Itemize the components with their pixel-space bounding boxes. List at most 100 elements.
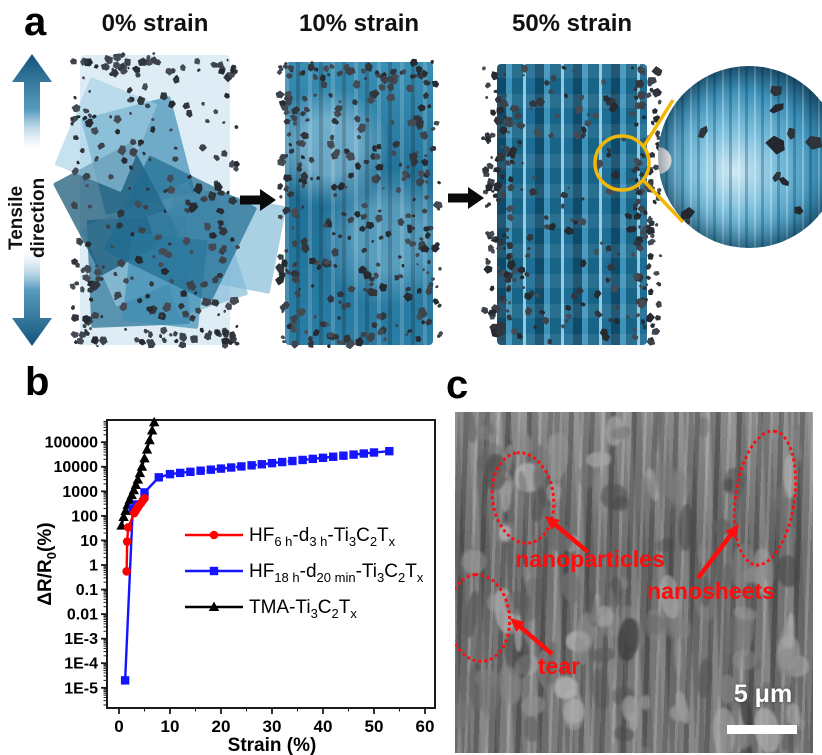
nanoparticle-texture [405, 286, 413, 293]
nanoparticle-texture [564, 304, 572, 311]
nanoparticle-texture [580, 259, 587, 268]
nanoparticle-texture [169, 333, 173, 337]
nanoparticle-texture [346, 285, 355, 293]
nanoparticle-texture [405, 83, 416, 94]
nanoparticle-texture [278, 194, 283, 199]
nanoparticle-texture [371, 240, 375, 244]
nanoparticle-texture [225, 58, 229, 62]
nanoparticle-texture [282, 340, 286, 344]
nanoparticle-texture [432, 199, 445, 210]
nanoparticle-texture [422, 225, 431, 232]
nanoparticle-texture [532, 324, 538, 330]
nanoparticle-texture [146, 54, 151, 59]
nanoparticle-texture [124, 327, 128, 331]
nanoparticle-texture [561, 203, 566, 209]
nanoparticle-texture [481, 65, 487, 71]
nanoparticle-texture [395, 186, 402, 194]
nanoparticle-texture [353, 335, 366, 348]
nanoparticle-texture [526, 233, 535, 243]
nanoparticle-texture [198, 326, 205, 333]
nanoparticle-texture [283, 174, 293, 183]
nanoparticle-texture [332, 232, 336, 236]
nanoparticle-texture [578, 93, 586, 102]
nanoparticle-texture [423, 195, 430, 201]
nanoparticle-texture [355, 161, 362, 170]
nanoparticle-texture [160, 326, 168, 335]
svg-text:TMA-Ti3C2Tx: TMA-Ti3C2Tx [249, 597, 357, 621]
nanoparticle-texture [655, 223, 660, 228]
nanoparticle-texture [180, 64, 186, 71]
svg-text:0.01: 0.01 [67, 607, 98, 624]
nanoparticle-texture [489, 285, 495, 292]
nanoparticle-texture [640, 153, 644, 156]
svg-text:HF18 h-d20 min-Ti3C2Tx: HF18 h-d20 min-Ti3C2Tx [249, 561, 424, 585]
nanoparticle-texture [624, 211, 634, 220]
nanoparticle-texture [572, 70, 576, 74]
nanoparticle-texture [527, 247, 531, 251]
nanoparticle-texture [543, 78, 551, 86]
nanoparticle-texture [325, 139, 336, 150]
nanoparticle-texture [365, 221, 374, 229]
nanoparticle-texture [404, 213, 411, 219]
nanoparticle-texture [287, 147, 295, 154]
nanoparticle-texture [356, 121, 369, 134]
nanoparticle-texture [573, 104, 585, 116]
nanoparticle-texture [416, 263, 420, 267]
nanoparticle-texture [534, 292, 540, 298]
nanoparticle-texture [385, 92, 397, 103]
nanoparticle-texture [378, 209, 382, 213]
nanoparticle-texture [560, 324, 566, 330]
nanoparticle-texture [360, 246, 368, 254]
nanoparticle-texture [593, 309, 604, 319]
nanoparticle-texture [347, 235, 351, 240]
nanoparticle-texture [584, 119, 592, 127]
nanoparticle-texture [431, 277, 435, 281]
nanoparticle-texture [621, 137, 626, 142]
nanosheet-shard [697, 124, 710, 140]
svg-text:ΔR/R0(%): ΔR/R0(%) [35, 522, 59, 605]
nanoparticle-texture [503, 190, 506, 193]
nanoparticle-texture [80, 286, 87, 294]
nanoparticle-texture [291, 240, 298, 248]
panel-b-label: b [25, 362, 49, 402]
nanoparticle-texture [94, 64, 99, 69]
nanoparticle-texture [329, 134, 334, 140]
nanoparticle-texture [653, 271, 660, 277]
nanoparticle-texture [311, 328, 320, 338]
nanoparticle-texture [541, 316, 550, 325]
nanoparticle-texture [290, 105, 302, 116]
nanoparticle-texture [503, 246, 507, 250]
nanoparticle-texture [137, 57, 147, 67]
nanoparticle-texture [519, 275, 524, 279]
svg-text:30: 30 [263, 717, 282, 736]
nanoparticle-texture [304, 330, 309, 334]
nanoparticle-texture [308, 340, 315, 348]
nanoparticle-texture [506, 309, 511, 314]
nanoparticle-texture [507, 183, 516, 192]
nanoparticle-texture [299, 130, 311, 142]
nanoparticle-texture [82, 76, 85, 80]
nanoparticle-texture [628, 110, 637, 119]
nanoparticle-texture [507, 175, 513, 183]
nanoparticle-texture [363, 76, 367, 80]
nanoparticle-texture [396, 217, 405, 227]
strain-resistance-chart: 1000001000010001001010.10.011E-31E-41E-5… [35, 408, 445, 755]
nanoparticle-texture [655, 300, 663, 308]
nanoparticle-texture [77, 337, 84, 345]
svg-text:Strain (%): Strain (%) [228, 735, 317, 755]
nanoparticle-texture [283, 248, 288, 253]
nanoparticle-texture [197, 143, 207, 153]
nanoparticle-texture [651, 107, 659, 115]
svg-text:40: 40 [314, 717, 333, 736]
svg-text:10: 10 [161, 717, 180, 736]
nanoparticle-texture [398, 162, 402, 167]
nanoparticle-texture [345, 66, 357, 76]
nanoparticle-texture [73, 95, 78, 100]
nanoparticle-texture [351, 78, 363, 90]
nanoparticle-texture [307, 155, 315, 164]
nanoparticle-texture [425, 270, 429, 275]
nanoparticle-texture [363, 159, 370, 165]
nanoparticle-texture [378, 234, 385, 240]
nanoparticle-texture [429, 145, 437, 152]
nanoparticle-texture [650, 233, 655, 238]
